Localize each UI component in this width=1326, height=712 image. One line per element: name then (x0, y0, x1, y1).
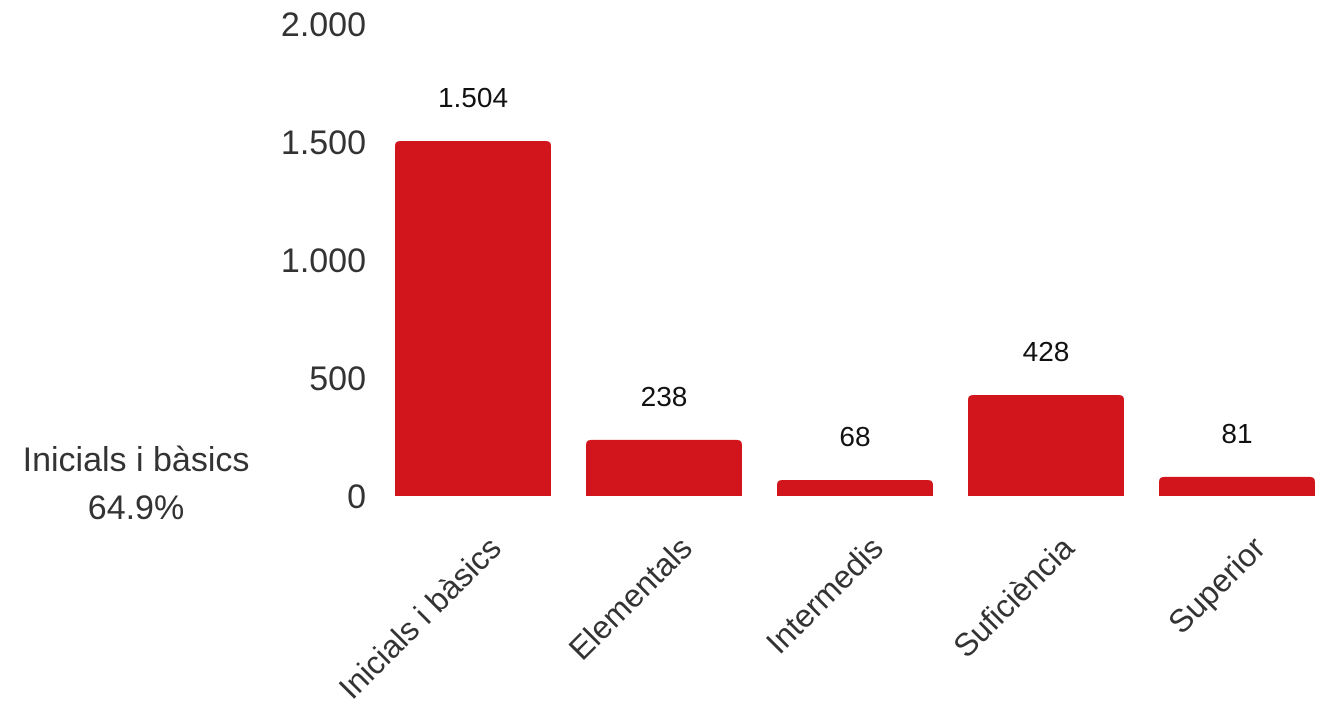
bar-value-label: 428 (1023, 336, 1070, 367)
x-category-label: Intermedis (759, 529, 890, 660)
annotation-category: Inicials i bàsics (22, 441, 250, 479)
bar (777, 479, 933, 496)
bar-value-label: 68 (839, 421, 870, 452)
y-tick-label: 1.500 (281, 124, 366, 162)
bar (586, 439, 742, 496)
bar (395, 141, 551, 496)
bar-value-label: 1.504 (438, 82, 508, 113)
x-category-label: Superior (1161, 529, 1272, 640)
annotation-share: 64.9% (87, 489, 185, 527)
bar (968, 394, 1124, 496)
y-tick-label: 1.000 (281, 242, 366, 280)
y-tick-label: 500 (309, 360, 366, 398)
x-category-label: Suficiència (946, 529, 1081, 664)
bar-value-label: 238 (641, 381, 688, 412)
highlight-annotation: Inicials i bàsics 64.9% (0, 436, 272, 532)
x-category-label: Elementals (562, 529, 699, 666)
bar-value-label: 81 (1221, 418, 1252, 449)
y-tick-label: 2.000 (281, 6, 366, 44)
x-category-label: Inicials i bàsics (332, 529, 508, 705)
y-tick-label: 0 (347, 478, 366, 516)
bar (1159, 476, 1315, 496)
